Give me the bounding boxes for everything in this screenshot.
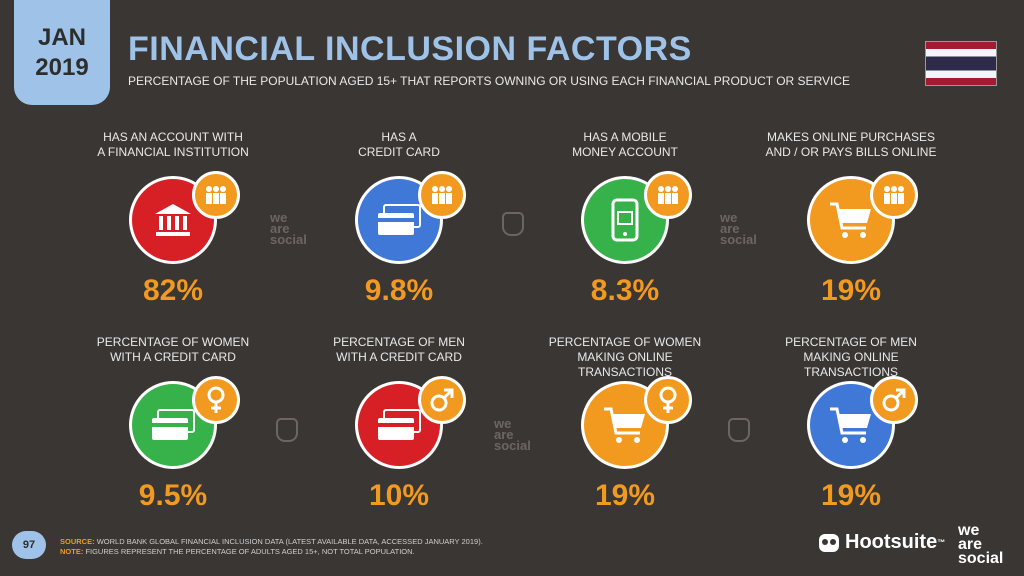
date-badge: JAN 2019 [14, 0, 110, 105]
date-month: JAN [37, 23, 86, 51]
watermark-logo: we are social [270, 210, 307, 247]
stat-label: MAKES ONLINE PURCHASES AND / OR PAYS BILL… [765, 130, 937, 159]
female-icon [644, 376, 692, 424]
page-title: FINANCIAL INCLUSION FACTORS [128, 30, 692, 68]
we-are-social-logo: we are social [958, 522, 1004, 567]
owl-watermark-icon [502, 212, 524, 236]
hootsuite-logo: Hootsuite ™ [817, 531, 945, 554]
stat-card-mobile-money: HAS A MOBILE MONEY ACCOUNT 8.3% [530, 130, 720, 308]
stat-label: PERCENTAGE OF MEN WITH A CREDIT CARD [333, 335, 465, 364]
stat-value: 19% [820, 274, 882, 307]
owl-icon [819, 533, 839, 552]
shopping-cart-icon [581, 376, 692, 469]
shopping-cart-icon [807, 171, 918, 264]
owl-watermark-icon [728, 418, 750, 442]
stat-card-credit-card: HAS A CREDIT CARD 9.8% [304, 130, 494, 308]
watermark-logo: we are social [494, 416, 531, 453]
owl-watermark-icon [276, 418, 298, 442]
stat-value: 9.8% [364, 274, 434, 307]
credit-card-icon [129, 376, 240, 469]
stat-card-men-credit-card: PERCENTAGE OF MEN WITH A CREDIT CARD 10% [304, 335, 494, 513]
stat-label: PERCENTAGE OF WOMEN WITH A CREDIT CARD [96, 335, 250, 364]
stat-card-women-credit-card: PERCENTAGE OF WOMEN WITH A CREDIT CARD 9.… [78, 335, 268, 513]
stat-card-men-online: PERCENTAGE OF MEN MAKING ONLINE TRANSACTI… [756, 335, 946, 513]
stat-value: 19% [820, 479, 882, 512]
page-subtitle: PERCENTAGE OF THE POPULATION AGED 15+ TH… [128, 74, 851, 88]
page-number: 97 [12, 531, 46, 559]
stat-value: 82% [142, 274, 204, 307]
credit-card-icon [355, 171, 466, 264]
date-year: 2019 [35, 53, 89, 81]
bank-icon [129, 171, 240, 264]
stat-value: 10% [368, 479, 430, 512]
stat-value: 8.3% [590, 274, 660, 307]
stat-card-account: HAS AN ACCOUNT WITH A FINANCIAL INSTITUTI… [78, 130, 268, 308]
shopping-cart-icon [807, 376, 918, 469]
stat-label: HAS A CREDIT CARD [358, 130, 440, 159]
people-icon [644, 171, 692, 219]
male-icon [870, 376, 918, 424]
stat-label: PERCENTAGE OF MEN MAKING ONLINE TRANSACTI… [785, 335, 917, 379]
stat-value: 19% [594, 479, 656, 512]
stat-value: 9.5% [138, 479, 208, 512]
female-icon [192, 376, 240, 424]
people-icon [870, 171, 918, 219]
source-note: SOURCE: WORLD BANK GLOBAL FINANCIAL INCL… [60, 537, 483, 556]
people-icon [418, 171, 466, 219]
stat-label: HAS A MOBILE MONEY ACCOUNT [572, 130, 678, 159]
stat-label: PERCENTAGE OF WOMEN MAKING ONLINE TRANSAC… [548, 335, 702, 379]
male-icon [418, 376, 466, 424]
mobile-money-icon [581, 171, 692, 264]
watermark-logo: we are social [720, 210, 757, 247]
credit-card-icon [355, 376, 466, 469]
stat-label: HAS AN ACCOUNT WITH A FINANCIAL INSTITUTI… [97, 130, 249, 159]
people-icon [192, 171, 240, 219]
thailand-flag-icon [925, 41, 997, 86]
stat-card-women-online: PERCENTAGE OF WOMEN MAKING ONLINE TRANSAC… [530, 335, 720, 513]
stat-card-online-purchases: MAKES ONLINE PURCHASES AND / OR PAYS BILL… [756, 130, 946, 308]
